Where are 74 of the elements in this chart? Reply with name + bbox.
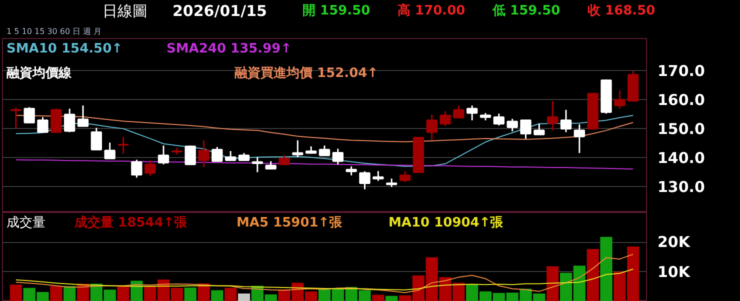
candlestick	[292, 140, 304, 158]
candlestick	[24, 106, 35, 124]
candlestick	[131, 158, 142, 178]
candlestick	[520, 120, 532, 140]
candlestick	[493, 112, 504, 126]
text: 開 159.50	[302, 4, 370, 19]
bar	[211, 290, 224, 301]
candlestick	[104, 142, 116, 160]
candlestick	[426, 114, 438, 142]
text: 融資買進均價 152.04↑	[234, 66, 378, 81]
candlestick	[118, 136, 129, 154]
candlestick	[359, 170, 370, 190]
bar	[238, 293, 250, 301]
text: SMA10 154.50↑	[6, 41, 123, 56]
candlestick	[534, 123, 545, 136]
candlestick	[212, 146, 223, 162]
text: SMA240 135.99↑	[166, 41, 292, 56]
bar	[586, 248, 599, 301]
bar	[117, 286, 130, 301]
candlestick	[440, 110, 451, 127]
text: 高 170.00	[398, 2, 466, 19]
text: MA5 15901↑張	[236, 216, 344, 231]
candlestick	[184, 144, 196, 166]
bar	[224, 288, 237, 301]
y-tick-label: 170.0	[658, 62, 705, 80]
candlestick	[50, 108, 62, 133]
text: MA10 10904↑張	[388, 216, 504, 231]
bar	[600, 236, 612, 301]
candlestick	[318, 144, 330, 156]
bar	[184, 288, 196, 301]
candlestick	[614, 90, 626, 110]
bar	[64, 286, 76, 301]
line-series	[15, 114, 634, 142]
bar	[10, 284, 22, 301]
text: 收 168.50	[588, 4, 656, 19]
chart-title: 成交量	[6, 214, 46, 231]
bar	[546, 266, 559, 301]
candlestick	[37, 116, 48, 133]
text: 低 159.50	[492, 4, 560, 19]
bar	[372, 294, 384, 301]
annotation: 融資均價線	[6, 66, 72, 81]
y-tick-label: 130.0	[658, 178, 705, 196]
y-tick-label: 160.0	[658, 90, 705, 109]
y-tick-label: 20K	[658, 233, 692, 252]
candlestick	[144, 160, 156, 176]
y-tick-label: 140.0	[658, 148, 705, 167]
candlestick	[560, 109, 572, 133]
candlestick	[64, 108, 76, 133]
line-series	[15, 268, 634, 290]
text: 成交量 18544↑張	[74, 214, 188, 231]
bar	[50, 286, 62, 301]
y-tick-label: 150.0	[658, 120, 705, 138]
candlestick	[158, 144, 170, 166]
text: 1 5 10 15 30 60 日 週 月	[6, 27, 102, 36]
candlestick	[372, 170, 384, 182]
chart-subtitle: 2026/01/15	[172, 2, 267, 20]
candlestick	[332, 148, 344, 166]
bar	[386, 296, 398, 301]
line-series	[15, 254, 634, 294]
chart-title: 日線圖	[102, 2, 148, 20]
candlestick	[547, 100, 558, 132]
candlestick	[225, 150, 236, 162]
candlestick	[198, 140, 210, 168]
candlestick	[10, 106, 22, 130]
candlestick	[90, 127, 102, 150]
candlestick	[399, 170, 411, 183]
candlestick	[77, 104, 89, 127]
candlestick	[506, 118, 518, 132]
candlestick	[574, 124, 585, 154]
candlestick	[453, 104, 464, 118]
y-tick-label: 10K	[658, 262, 692, 281]
candlestick	[466, 104, 478, 122]
candlestick	[252, 156, 263, 173]
line-series	[15, 114, 634, 167]
